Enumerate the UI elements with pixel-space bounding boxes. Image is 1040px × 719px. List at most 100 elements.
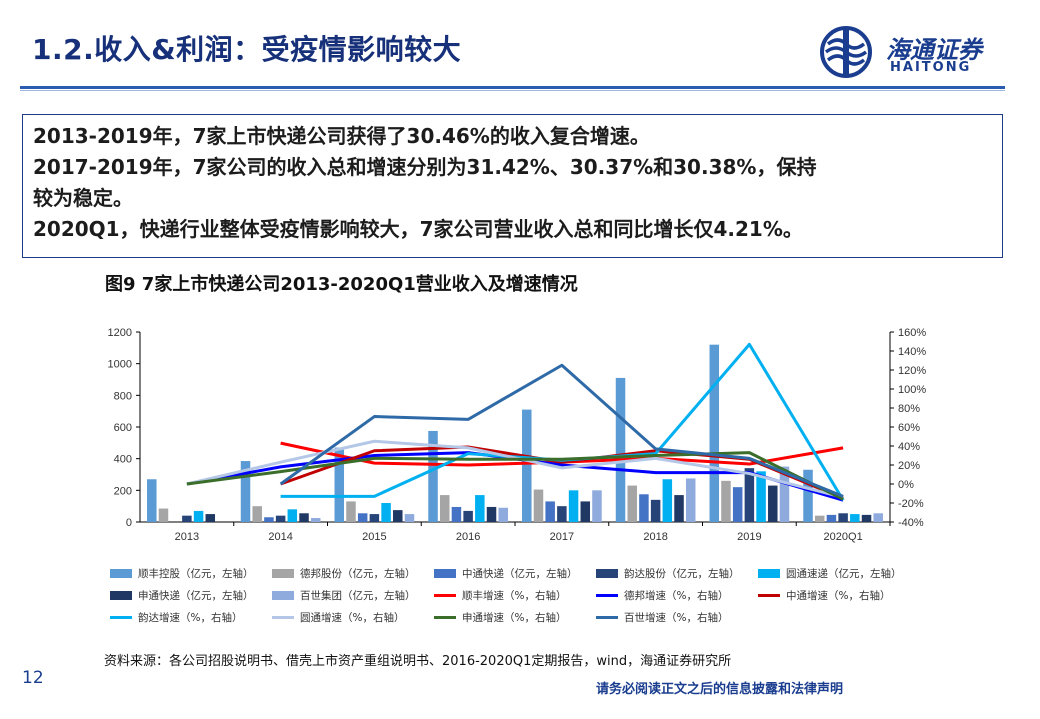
x-axis-tick-label: 2019	[737, 531, 761, 543]
bar	[158, 508, 169, 522]
bar	[557, 506, 567, 522]
legend-label: 圆通速递（亿元，左轴）	[786, 568, 902, 580]
legend-label: 申通快递（亿元，左轴）	[138, 590, 254, 602]
bar	[756, 471, 766, 522]
bar	[744, 468, 755, 522]
bar	[193, 510, 204, 522]
bar	[662, 479, 673, 522]
bar	[873, 513, 883, 522]
bar	[721, 480, 731, 522]
legend-swatch	[434, 594, 456, 597]
right-axis-tick-label: 160%	[898, 327, 926, 339]
brand-name-cn: 海通证券	[886, 35, 982, 64]
bar	[299, 513, 309, 522]
x-axis-tick-label: 2016	[456, 531, 480, 543]
bar	[252, 506, 262, 522]
source-note: 资料来源：各公司招股说明书、借壳上市资产重组说明书、2016-2020Q1定期报…	[104, 654, 732, 669]
chart-legend: 顺丰控股（亿元，左轴） 德邦股份（亿元，左轴） 中通快递（亿元，左轴） 韵达股份（亿元…	[110, 565, 970, 631]
right-axis-tick-label: 80%	[898, 403, 920, 415]
header-divider	[20, 86, 1005, 89]
figure-title: 图9 7家上市快递公司2013-2020Q1营业收入及增速情况	[105, 274, 578, 295]
x-axis-tick-label: 2013	[175, 531, 199, 543]
bar	[838, 513, 848, 522]
bar	[393, 510, 403, 522]
bar	[498, 507, 508, 522]
brand-name-en: HAITONG	[890, 60, 972, 75]
header-divider-thin	[20, 90, 1005, 91]
right-axis-tick-label: 60%	[898, 422, 920, 434]
right-axis-tick-label: 40%	[898, 441, 920, 453]
bar	[674, 495, 684, 522]
x-axis-tick-label: 2014	[268, 531, 292, 543]
bar	[369, 514, 380, 522]
legend-swatch	[434, 569, 456, 578]
legend-label: 百世集团（亿元，左轴）	[300, 590, 416, 602]
bar	[381, 503, 391, 522]
bar	[475, 495, 485, 522]
legend-swatch	[758, 594, 780, 597]
bar	[346, 501, 356, 522]
legend-label: 中通快递（亿元，左轴）	[462, 568, 578, 580]
legend-label: 圆通增速（%，右轴）	[300, 612, 405, 624]
bar	[205, 514, 216, 522]
legend-label: 中通增速（%，右轴）	[786, 590, 891, 602]
legend-label: 顺丰控股（亿元，左轴）	[138, 568, 254, 580]
bar	[592, 490, 602, 522]
series-line	[279, 363, 844, 498]
x-axis-tick-label: 2020Q1	[824, 531, 863, 543]
right-axis-tick-label: -20%	[898, 498, 924, 510]
summary-line: 较为稳定。	[33, 186, 133, 210]
revenue-growth-chart: 0 200 400 600 800 1000 1200 -40% -20% 0% 20% 40% 60%…	[108, 327, 927, 543]
bar	[779, 466, 790, 522]
left-axis-tick-label: 1200	[108, 327, 132, 339]
bar	[428, 430, 438, 522]
bar	[439, 495, 450, 522]
bar	[732, 487, 743, 522]
summary-line: 2020Q1，快递行业整体受疫情影响较大，7家公司营业收入总和同比增长仅4.21…	[33, 217, 803, 241]
legend-swatch	[596, 569, 618, 578]
x-axis-tick-label: 2015	[362, 531, 386, 543]
bar	[709, 344, 720, 522]
page-title: 1.2.收入&利润：受疫情影响较大	[32, 33, 462, 66]
bar	[615, 377, 626, 522]
bar	[334, 447, 345, 522]
bar	[182, 515, 192, 522]
right-axis-tick-label: 100%	[898, 384, 926, 396]
legend-swatch	[110, 616, 132, 619]
right-axis-tick-label: 120%	[898, 365, 926, 377]
legend-label: 顺丰增速（%，右轴）	[462, 590, 567, 602]
bar	[650, 499, 661, 522]
left-axis-tick-label: 400	[114, 454, 132, 466]
left-axis-tick-label: 200	[114, 485, 132, 497]
x-axis-tick-label: 2017	[550, 531, 574, 543]
bar	[264, 517, 274, 522]
bar	[451, 506, 462, 522]
bar	[545, 501, 555, 522]
bar	[803, 469, 813, 522]
legend-label: 德邦增速（%，右轴）	[624, 590, 729, 602]
bar	[486, 506, 497, 522]
bar	[404, 514, 415, 522]
x-axis-tick-label: 2018	[643, 531, 667, 543]
bar	[240, 461, 251, 522]
legend-label: 申通增速（%，右轴）	[462, 612, 567, 624]
series-line	[186, 451, 844, 501]
legend-label: 百世增速（%，右轴）	[624, 612, 729, 624]
bar	[463, 510, 473, 522]
bar	[685, 478, 696, 522]
bar	[814, 515, 825, 522]
bar	[861, 514, 872, 522]
left-axis-tick-label: 800	[114, 390, 132, 402]
legend-swatch	[110, 591, 132, 600]
haitong-emblem-icon	[820, 26, 872, 78]
bar	[580, 501, 591, 522]
legend-label: 韵达股份（亿元，左轴）	[624, 568, 740, 580]
summary-line: 2013-2019年，7家上市快递公司获得了30.46%的收入复合增速。	[33, 124, 650, 148]
bar	[310, 518, 321, 522]
bar	[275, 515, 286, 522]
right-axis-tick-label: -40%	[898, 517, 924, 529]
right-axis-tick-label: 20%	[898, 460, 920, 472]
bar	[627, 485, 637, 522]
brand-logo: 海通证券 HAITONG	[818, 24, 1008, 80]
left-axis-tick-label: 1000	[108, 359, 132, 371]
